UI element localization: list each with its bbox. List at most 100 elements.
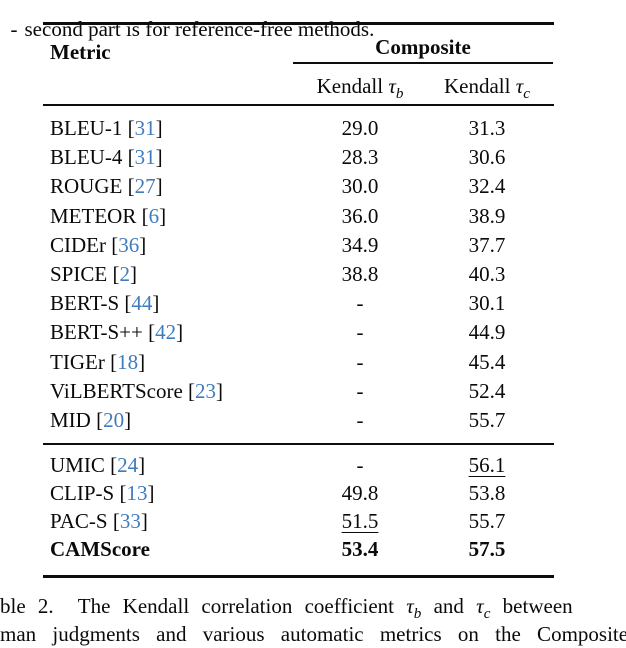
table-row: BLEU-1 [31] 29.0 31.3 <box>43 114 554 143</box>
citation-ref[interactable]: [33] <box>107 508 148 533</box>
citation-ref[interactable]: [2] <box>107 262 137 287</box>
column-header-kendall-tau-c: Kendall τc <box>444 74 530 103</box>
value-kendall-tau-b: - <box>356 407 364 432</box>
citation-number[interactable]: 23 <box>195 378 217 403</box>
value-kendall-tau-c: 55.7 <box>468 407 506 432</box>
metric-name: CIDEr <box>50 232 106 257</box>
citation-number[interactable]: 24 <box>117 452 139 477</box>
value-kendall-tau-b: 28.3 <box>341 145 379 170</box>
citation-ref[interactable]: [36] <box>106 232 147 257</box>
metric-name: CLIP-S <box>50 480 115 505</box>
citation-number[interactable]: 44 <box>131 291 153 316</box>
value-kendall-tau-c: 52.4 <box>468 378 506 403</box>
table-row: PAC-S [33] 51.5 55.7 <box>43 507 554 535</box>
metric-name: TIGEr <box>50 349 105 374</box>
metric-name: ViLBERTScore <box>50 378 183 403</box>
metric-cell: METEOR [6] <box>43 204 283 229</box>
citation-number[interactable]: 20 <box>103 407 125 432</box>
value-kendall-tau-b: - <box>356 320 364 345</box>
cut-word-fragment: - <box>10 17 18 41</box>
citation-ref[interactable]: [20] <box>90 407 132 432</box>
value-kendall-tau-b: - <box>356 291 364 316</box>
table-row: UMIC [24] - 56.1 <box>43 451 554 479</box>
value-kendall-tau-b: 38.8 <box>341 262 379 287</box>
reference-based-metrics-group: BLEU-1 [31] 29.0 31.3 BLEU-4 [31] 28.3 30.6 RO… <box>43 114 554 435</box>
metric-cell: BERT-S++ [42] <box>43 320 283 345</box>
metric-cell: MID [20] <box>43 408 283 433</box>
value-kendall-tau-b: 34.9 <box>341 232 379 257</box>
table-row: TIGEr [18] - 45.4 <box>43 348 554 377</box>
table-row: METEOR [6] 36.0 38.9 <box>43 202 554 231</box>
metric-cell: ViLBERTScore [23] <box>43 379 283 404</box>
citation-ref[interactable]: [31] <box>122 145 163 170</box>
column-header-metric: Metric <box>50 40 111 64</box>
value-kendall-tau-c: 45.4 <box>468 349 506 374</box>
metric-name: UMIC <box>50 452 105 477</box>
header-bottom-rule <box>43 104 554 106</box>
value-kendall-tau-b: 36.0 <box>341 203 379 228</box>
metric-cell: CLIP-S [13] <box>43 481 283 506</box>
metric-cell: CAMScore <box>43 537 283 562</box>
table-row: BERT-S++ [42] - 44.9 <box>43 318 554 347</box>
value-kendall-tau-c: 30.1 <box>468 291 506 316</box>
citation-number[interactable]: 36 <box>118 232 140 257</box>
metric-cell: CIDEr [36] <box>43 233 283 258</box>
column-header-kendall-tau-b: Kendall τb <box>316 74 404 103</box>
metric-cell: BLEU-4 [31] <box>43 145 283 170</box>
citation-ref[interactable]: [23] <box>182 378 224 403</box>
value-kendall-tau-c: 56.1 <box>468 452 506 477</box>
metric-name: PAC-S <box>50 508 108 533</box>
citation-ref[interactable]: [6] <box>136 203 167 228</box>
citation-ref[interactable]: [44] <box>119 291 160 316</box>
value-kendall-tau-c: 44.9 <box>468 320 506 345</box>
value-kendall-tau-b: 29.0 <box>341 116 379 141</box>
table-row: CIDEr [36] 34.9 37.7 <box>43 231 554 260</box>
metric-name: CAMScore <box>50 537 150 562</box>
table-bottom-rule <box>43 575 554 578</box>
table-row: CLIP-S [13] 49.8 53.8 <box>43 479 554 507</box>
citation-number[interactable]: 13 <box>126 480 148 505</box>
value-kendall-tau-b: - <box>356 349 364 374</box>
table-row: BERT-S [44] - 30.1 <box>43 289 554 318</box>
metric-cell: SPICE [2] <box>43 262 283 287</box>
metric-name: SPICE <box>50 262 108 287</box>
citation-ref[interactable]: [42] <box>142 320 184 345</box>
metric-cell: PAC-S [33] <box>43 509 283 534</box>
citation-ref[interactable]: [27] <box>122 174 163 199</box>
value-kendall-tau-b: - <box>356 452 364 477</box>
value-kendall-tau-c: 37.7 <box>468 232 506 257</box>
table-caption-line1: ble 2. The Kendall correlation coefficie… <box>0 594 573 623</box>
value-kendall-tau-c: 57.5 <box>468 537 506 562</box>
metric-cell: ROUGE [27] <box>43 174 283 199</box>
value-kendall-tau-c: 53.8 <box>468 480 506 505</box>
pre-table-text: second part is for reference-free method… <box>24 17 375 41</box>
value-kendall-tau-b: 51.5 <box>341 508 379 533</box>
metric-name: BLEU-4 <box>50 145 123 170</box>
citation-number[interactable]: 42 <box>155 320 177 345</box>
metric-name: BERT-S <box>50 291 120 316</box>
metric-cell: TIGEr [18] <box>43 350 283 375</box>
citation-number[interactable]: 2 <box>119 262 130 287</box>
table-top-rule <box>43 22 554 25</box>
citation-number[interactable]: 31 <box>134 116 156 141</box>
citation-number[interactable]: 31 <box>134 145 156 170</box>
value-kendall-tau-c: 32.4 <box>468 174 506 199</box>
citation-number[interactable]: 33 <box>119 508 141 533</box>
value-kendall-tau-c: 40.3 <box>468 262 506 287</box>
citation-ref[interactable]: [24] <box>104 452 146 477</box>
citation-number[interactable]: 27 <box>134 174 156 199</box>
column-group-header-composite: Composite <box>375 35 471 59</box>
citation-number[interactable]: 18 <box>117 349 139 374</box>
citation-ref[interactable]: [13] <box>114 480 155 505</box>
metric-cell: BERT-S [44] <box>43 291 283 316</box>
group-separator-rule <box>43 443 554 445</box>
table-row: ROUGE [27] 30.0 32.4 <box>43 172 554 201</box>
table-row: MID [20] - 55.7 <box>43 406 554 435</box>
metric-name: METEOR <box>50 203 137 228</box>
citation-ref[interactable]: [31] <box>122 116 163 141</box>
metric-name: MID <box>50 407 91 432</box>
citation-ref[interactable]: [18] <box>104 349 146 374</box>
table-caption-line2: man judgments and various automatic metr… <box>0 622 626 646</box>
table-row: ViLBERTScore [23] - 52.4 <box>43 377 554 406</box>
citation-number[interactable]: 6 <box>148 203 160 228</box>
